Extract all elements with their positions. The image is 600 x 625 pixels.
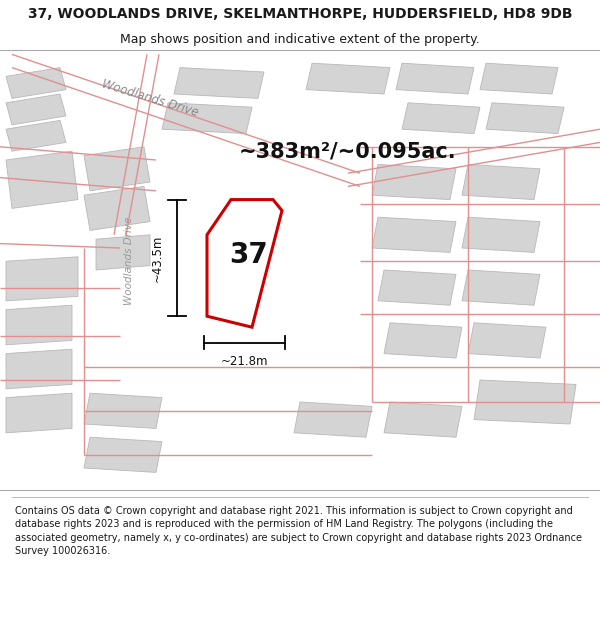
Polygon shape [480, 63, 558, 94]
Polygon shape [174, 68, 264, 98]
Polygon shape [462, 164, 540, 199]
Polygon shape [84, 393, 162, 428]
Polygon shape [384, 322, 462, 358]
Polygon shape [378, 270, 456, 305]
Polygon shape [468, 322, 546, 358]
Text: Woodlands Drive: Woodlands Drive [100, 78, 200, 119]
Polygon shape [96, 235, 150, 270]
Polygon shape [84, 438, 162, 472]
Polygon shape [6, 94, 66, 125]
Polygon shape [84, 186, 150, 231]
Polygon shape [306, 63, 390, 94]
Polygon shape [486, 102, 564, 134]
Text: Contains OS data © Crown copyright and database right 2021. This information is : Contains OS data © Crown copyright and d… [15, 506, 582, 556]
Polygon shape [372, 164, 456, 199]
Polygon shape [294, 402, 372, 437]
Text: Woodlands Drive: Woodlands Drive [124, 217, 134, 306]
Polygon shape [6, 393, 72, 432]
Text: Map shows position and indicative extent of the property.: Map shows position and indicative extent… [120, 32, 480, 46]
Text: ~43.5m: ~43.5m [151, 234, 164, 282]
Text: 37: 37 [230, 241, 268, 269]
Text: ~383m²/~0.095ac.: ~383m²/~0.095ac. [239, 141, 457, 161]
Polygon shape [462, 217, 540, 252]
Polygon shape [474, 380, 576, 424]
Polygon shape [396, 63, 474, 94]
Polygon shape [6, 151, 78, 208]
Polygon shape [84, 147, 150, 191]
Polygon shape [6, 305, 72, 345]
Polygon shape [384, 402, 462, 437]
Polygon shape [207, 199, 282, 328]
Polygon shape [402, 102, 480, 134]
Polygon shape [6, 68, 66, 98]
Polygon shape [6, 121, 66, 151]
Polygon shape [6, 349, 72, 389]
Polygon shape [462, 270, 540, 305]
Text: ~21.8m: ~21.8m [221, 355, 268, 368]
Polygon shape [372, 217, 456, 252]
Polygon shape [162, 102, 252, 134]
Text: 37, WOODLANDS DRIVE, SKELMANTHORPE, HUDDERSFIELD, HD8 9DB: 37, WOODLANDS DRIVE, SKELMANTHORPE, HUDD… [28, 7, 572, 21]
Polygon shape [6, 257, 78, 301]
